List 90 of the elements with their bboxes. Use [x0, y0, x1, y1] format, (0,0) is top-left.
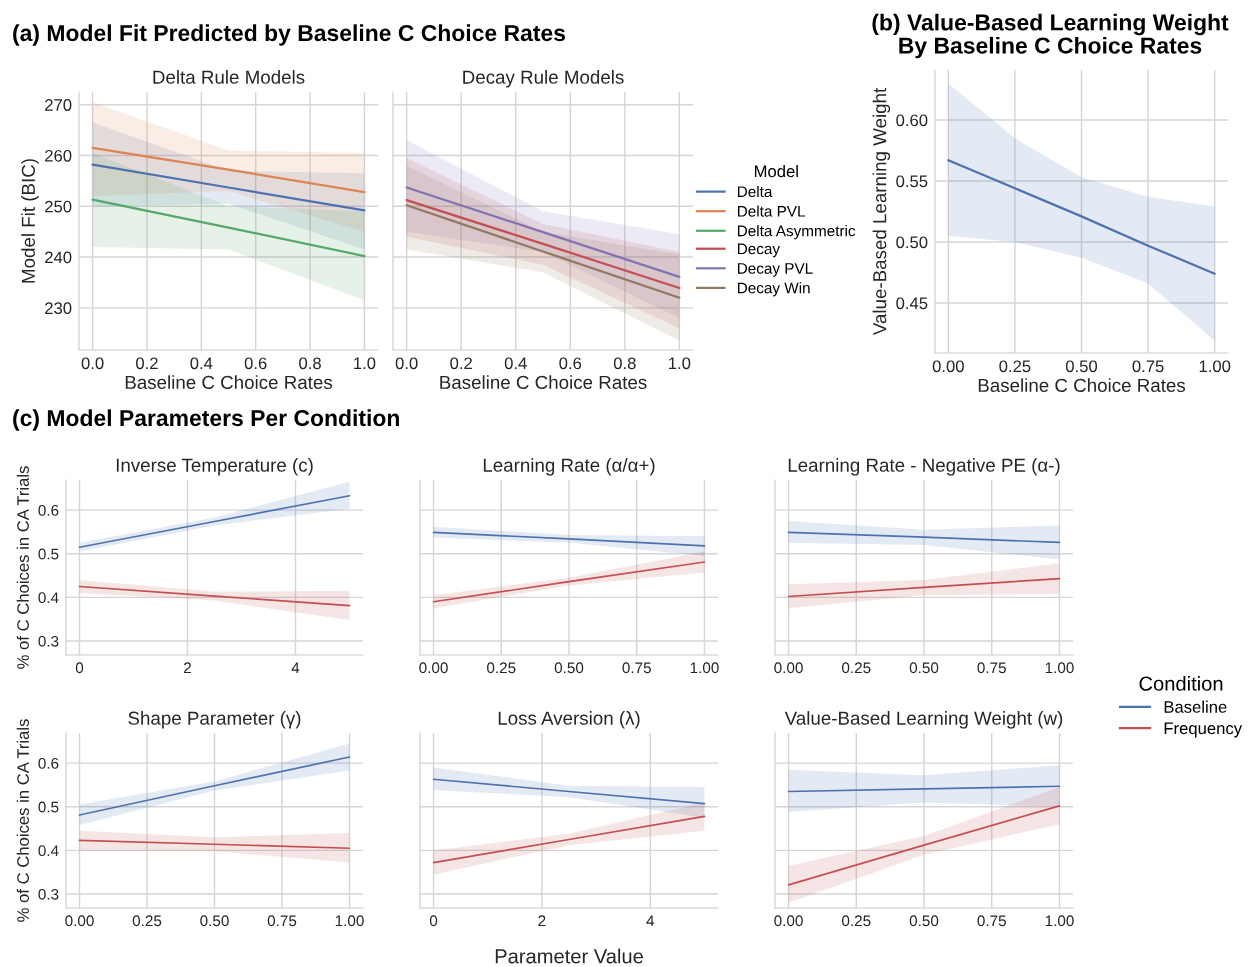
chart-subtitle: Decay Rule Models: [463, 70, 624, 88]
legend-label: Baseline: [1164, 700, 1227, 713]
legend-label: Delta PVL: [737, 205, 805, 217]
y-tick-label: 240: [45, 251, 72, 264]
x-tick-label: 0.2: [450, 357, 472, 370]
y-axis-title: Model Fit (BIC): [21, 159, 39, 283]
x-tick-label: 0.50: [1065, 360, 1098, 373]
y-tick-label: 0.3: [38, 888, 59, 900]
y-tick-label: 0.50: [896, 236, 928, 249]
x-tick-label: 0.00: [932, 360, 964, 373]
y-tick-label: 0.4: [38, 592, 59, 604]
x-tick-label: 0.25: [132, 915, 162, 927]
y-axis-title: Value-Based Learning Weight: [872, 87, 891, 336]
chart-subtitle: Shape Parameter (γ): [128, 711, 301, 729]
x-tick-label: 1.0: [354, 357, 376, 370]
chart-subtitle: Value-Based Learning Weight (w): [784, 711, 1063, 729]
legend-label: Delta Asymmetric: [737, 225, 856, 240]
x-tick-label: 0.2: [136, 357, 158, 370]
x-tick-label: 0.75: [1132, 360, 1164, 373]
x-tick-label: 0.50: [200, 915, 229, 927]
x-tick-label: 1.00: [1045, 662, 1074, 674]
x-tick-label: 0.0: [81, 357, 104, 370]
y-tick-label: 0.55: [896, 175, 928, 188]
x-tick-label: 0.00: [774, 662, 803, 674]
x-tick-label: 0.4: [504, 357, 527, 370]
y-tick-label: 0.45: [896, 297, 928, 310]
x-tick-label: 0.75: [977, 915, 1006, 927]
chart-title: (c) Model Parameters Per Condition: [13, 409, 399, 431]
x-tick-label: 0.6: [244, 357, 267, 370]
chart-title: (b) Value-Based Learning Weight By Baseline C Choice Rates: [872, 13, 1229, 59]
x-axis-title: Parameter Value: [495, 948, 643, 964]
y-tick-label: 0.3: [38, 635, 59, 647]
x-tick-label: 0.75: [622, 662, 651, 674]
x-tick-label: 0.50: [909, 915, 939, 927]
chart-subtitle: Loss Aversion (λ): [498, 711, 640, 729]
y-tick-label: 0.6: [38, 504, 59, 516]
legend-label: Decay: [737, 243, 780, 258]
legend-title: Model: [754, 165, 798, 178]
y-axis-title: % of C Choices in CA Trials: [16, 466, 29, 669]
chart-subtitle: Learning Rate (α/α+): [483, 458, 655, 476]
x-axis-title: Baseline C Choice Rates: [125, 375, 333, 390]
chart-subtitle: Learning Rate - Negative PE (α-): [788, 458, 1060, 476]
x-tick-label: 1.0: [669, 357, 691, 370]
legend-title: Condition: [1139, 676, 1223, 691]
chart-subtitle: Inverse Temperature (c): [116, 458, 313, 476]
x-tick-label: 4: [291, 662, 300, 674]
x-tick-label: 0.25: [842, 662, 871, 674]
x-tick-label: 0.25: [999, 360, 1031, 373]
x-tick-label: 1.00: [335, 915, 364, 927]
x-tick-label: 0.00: [419, 662, 448, 674]
y-tick-label: 0.6: [38, 757, 59, 769]
x-tick-label: 0.25: [842, 915, 871, 927]
legend-label: Frequency: [1164, 722, 1243, 738]
x-tick-label: 0.75: [267, 915, 297, 927]
x-tick-label: 1.00: [1045, 915, 1074, 927]
x-tick-label: 0.6: [559, 357, 582, 370]
y-tick-label: 0.5: [38, 801, 59, 813]
x-tick-label: 2: [184, 662, 191, 674]
x-axis-title: Baseline C Choice Rates: [978, 378, 1186, 393]
x-tick-label: 0.75: [977, 662, 1006, 674]
x-tick-label: 1.00: [690, 662, 719, 674]
legend-label: Delta: [737, 185, 773, 198]
x-tick-label: 0.8: [299, 357, 321, 370]
legend-label: Decay Win: [737, 282, 810, 297]
chart-title: (a) Model Fit Predicted by Baseline C Choice Rates: [13, 24, 566, 46]
y-tick-label: 250: [45, 200, 72, 213]
x-tick-label: 0.8: [613, 357, 636, 370]
x-tick-label: 0: [429, 915, 438, 927]
x-tick-label: 1.00: [1199, 360, 1231, 373]
y-tick-label: 270: [45, 99, 72, 111]
x-tick-label: 2: [538, 915, 546, 927]
y-tick-label: 0.60: [896, 114, 928, 127]
x-tick-label: 0.25: [487, 662, 516, 674]
x-tick-label: 0.4: [190, 357, 213, 370]
x-tick-label: 0.50: [909, 662, 939, 674]
x-tick-label: 4: [646, 915, 655, 927]
x-tick-label: 0.50: [554, 662, 584, 674]
y-tick-label: 230: [45, 302, 72, 315]
line-series: [947, 159, 1216, 275]
y-axis-title: % of C Choices in CA Trials: [16, 719, 29, 922]
x-tick-label: 0.0: [395, 357, 418, 370]
x-tick-label: 0.00: [65, 915, 94, 927]
y-tick-label: 260: [45, 149, 72, 162]
y-tick-label: 0.5: [38, 548, 59, 560]
legend-label: Decay PVL: [737, 263, 813, 277]
x-tick-label: 0: [75, 662, 84, 674]
chart-subtitle: Delta Rule Models: [153, 70, 305, 84]
x-axis-title: Baseline C Choice Rates: [440, 375, 647, 390]
y-tick-label: 0.4: [38, 845, 59, 857]
x-tick-label: 0.00: [774, 915, 803, 927]
